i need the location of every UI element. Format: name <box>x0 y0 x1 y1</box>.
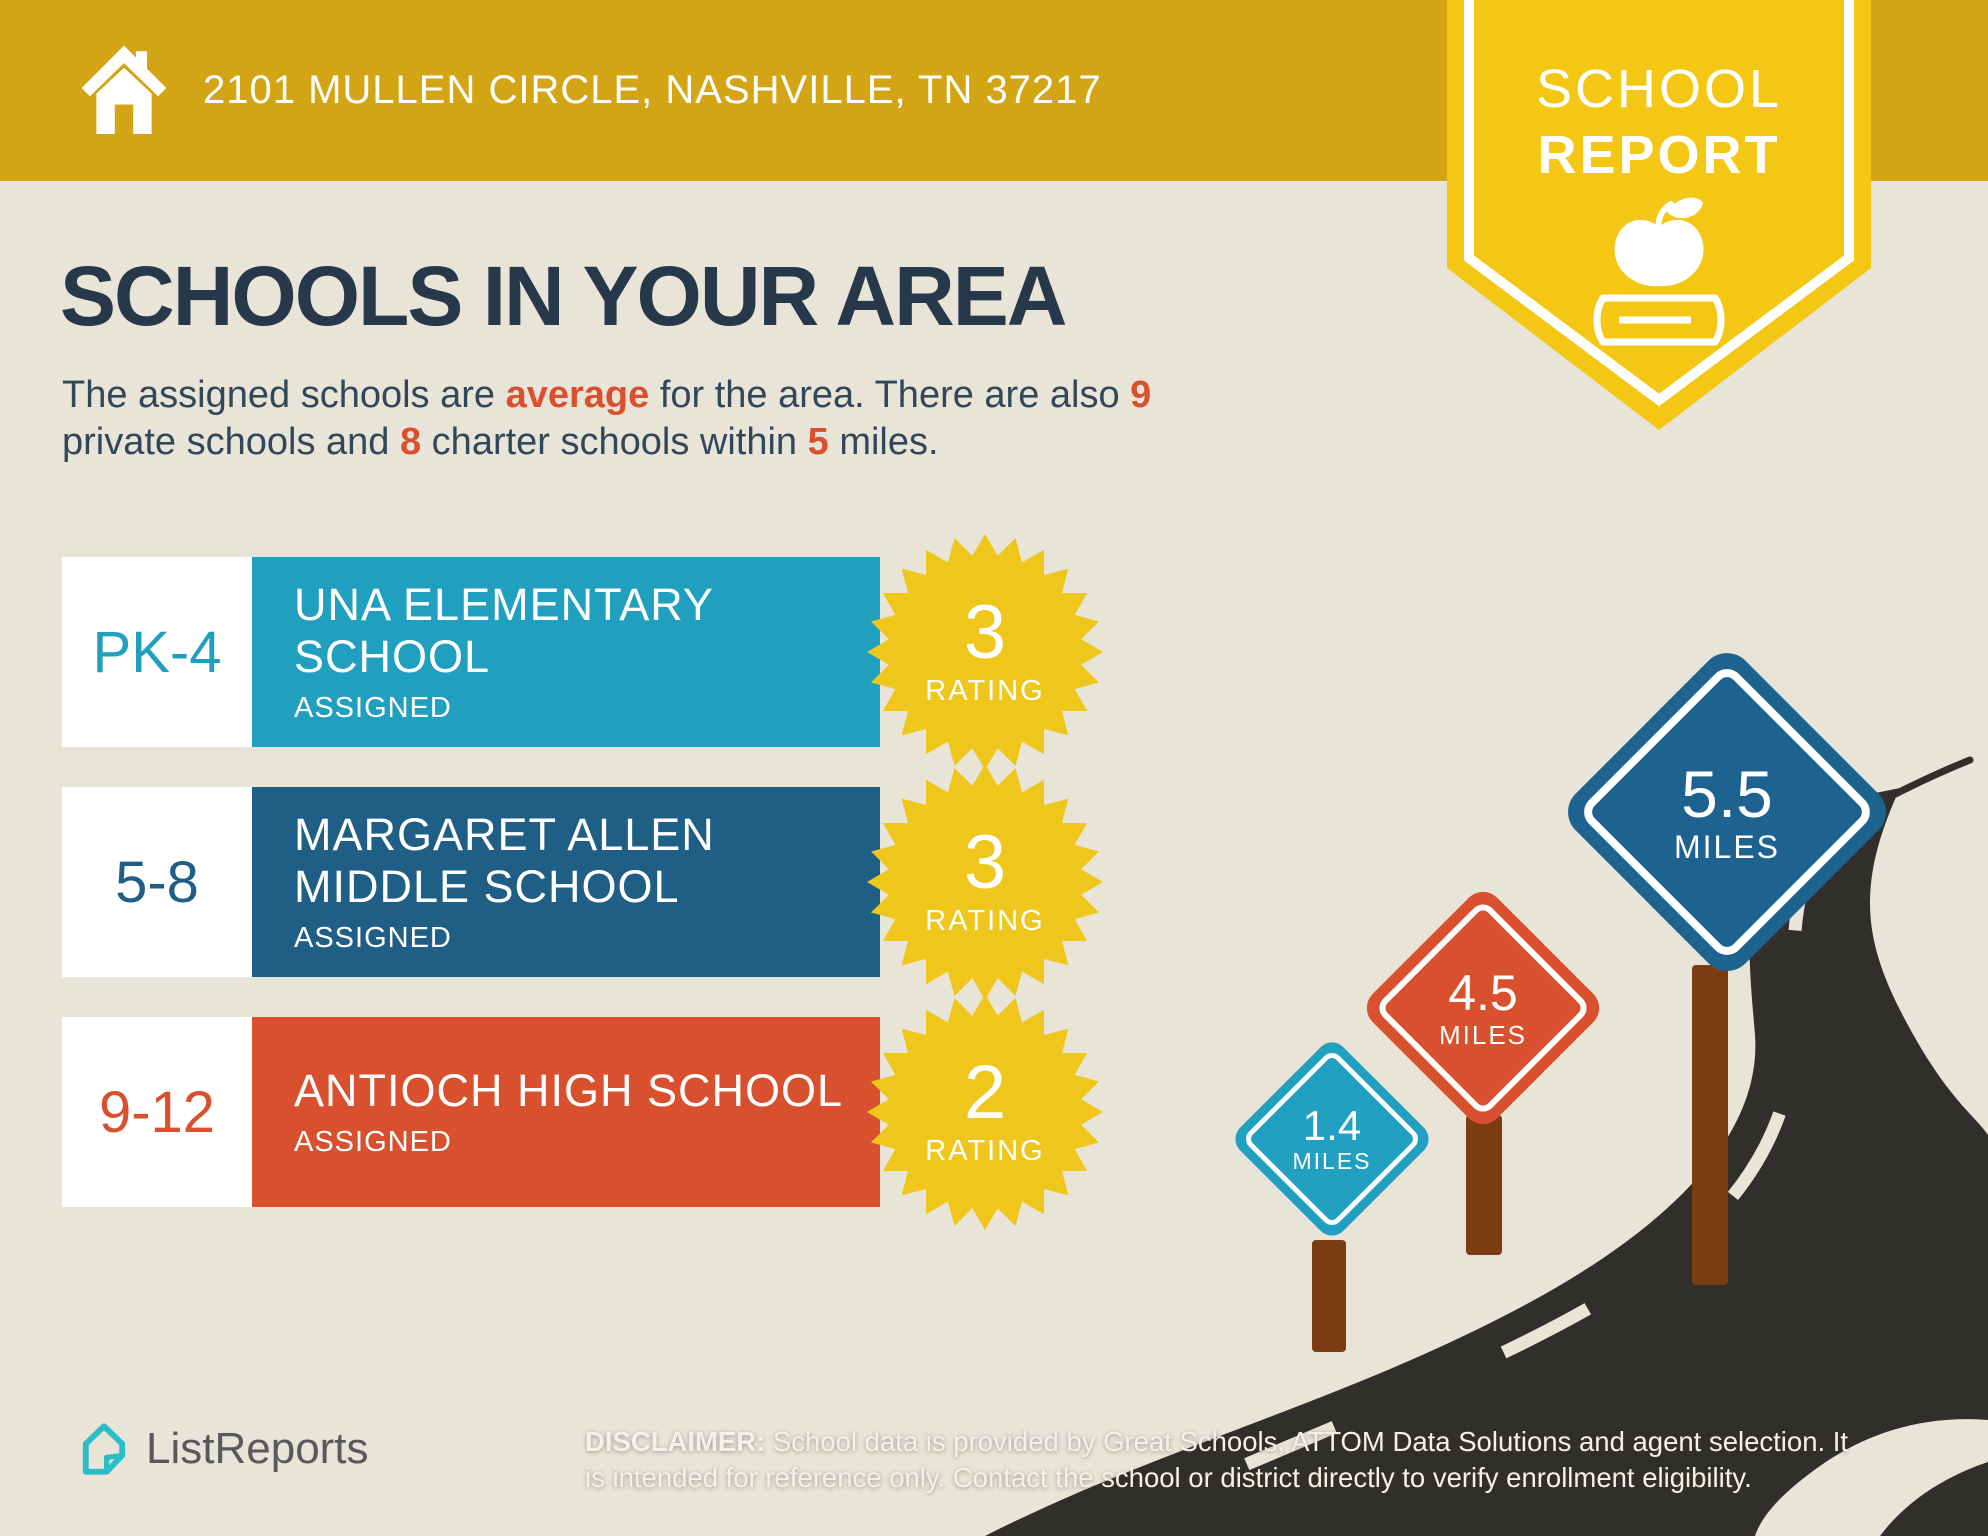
rating-value: 3 <box>963 819 1007 905</box>
grade-range: 5-8 <box>62 787 252 977</box>
school-name: ANTIOCH HIGH SCHOOL <box>294 1065 844 1116</box>
highlight-radius: 5 <box>807 421 829 463</box>
school-report-ribbon: SCHOOL REPORT <box>1447 0 1871 436</box>
sign-post-1-4 <box>1312 1240 1346 1352</box>
rating-value: 2 <box>963 1049 1007 1135</box>
sign-post-5-5 <box>1692 965 1728 1285</box>
distance-sign-5-5-miles: 5.5 MILES <box>1557 642 1897 982</box>
ribbon-text: SCHOOL REPORT <box>1447 58 1871 186</box>
road-corner-bend <box>1880 1462 1988 1536</box>
sign-distance-value: 4.5 <box>1448 964 1518 1021</box>
grade-range: 9-12 <box>62 1017 252 1207</box>
distance-sign-1-4-miles: 1.4 MILES <box>1228 1035 1436 1243</box>
disclaimer-line-2: is intended for reference only. Contact … <box>585 1462 1752 1493</box>
school-bar: ANTIOCH HIGH SCHOOL ASSIGNED <box>252 1017 880 1207</box>
grade-range: PK-4 <box>62 557 252 747</box>
ribbon-line-report: REPORT <box>1537 125 1781 185</box>
distance-sign-4-5-miles: 4.5 MILES <box>1358 883 1608 1133</box>
ribbon-shape <box>1447 0 1871 430</box>
disclaimer-line-1: DISCLAIMER: School data is provided by G… <box>585 1426 1849 1457</box>
rating-starburst <box>867 534 1103 770</box>
sign-distance-unit: MILES <box>1438 1019 1528 1050</box>
highlight-private-count: 9 <box>1130 374 1152 416</box>
property-address: 2101 MULLEN CIRCLE, NASHVILLE, TN 37217 <box>203 68 1102 112</box>
listreports-wordmark: ListReports <box>146 1424 369 1473</box>
school-status: ASSIGNED <box>294 922 452 954</box>
school-status: ASSIGNED <box>294 692 452 724</box>
school-bar: UNA ELEMENTARY SCHOOL ASSIGNED <box>252 557 880 747</box>
school-row-elementary: PK-4 UNA ELEMENTARY SCHOOL ASSIGNED 3 RA… <box>62 534 1105 770</box>
rating-badge: 3 RATING <box>867 534 1103 770</box>
sign-post-4-5 <box>1466 1115 1502 1255</box>
rating-starburst <box>867 994 1103 1230</box>
rating-badge: 2 RATING <box>867 994 1103 1230</box>
rating-starburst <box>867 764 1103 1000</box>
rating-badge: 3 RATING <box>867 764 1103 1000</box>
school-bar: MARGARET ALLEN MIDDLE SCHOOL ASSIGNED <box>252 787 880 977</box>
rating-label: RATING <box>925 1134 1045 1167</box>
listreports-house-icon <box>82 1423 126 1475</box>
rating-value: 3 <box>963 589 1007 675</box>
school-name: MARGARET ALLEN MIDDLE SCHOOL <box>294 809 715 912</box>
disclaimer-label: DISCLAIMER: <box>585 1426 766 1457</box>
apple-book-icon <box>1593 197 1725 346</box>
page-title: SCHOOLS IN YOUR AREA <box>60 249 1067 343</box>
school-status: ASSIGNED <box>294 1126 452 1158</box>
highlight-charter-count: 8 <box>399 421 422 463</box>
intro-line-1: The assigned schools are average for the… <box>62 374 1152 416</box>
listreports-logo: ListReports <box>78 1420 369 1478</box>
home-icon <box>81 45 167 134</box>
school-name: UNA ELEMENTARY SCHOOL <box>294 579 714 682</box>
intro-line-2: private schools and 8 charter schools wi… <box>62 421 939 463</box>
intro-paragraph: The assigned schools are average for the… <box>62 372 1151 466</box>
ribbon-line-school: SCHOOL <box>1535 59 1783 119</box>
sign-distance-value: 1.4 <box>1302 1101 1362 1149</box>
rating-label: RATING <box>925 904 1045 937</box>
sign-distance-value: 5.5 <box>1681 756 1773 831</box>
road-horizon-line <box>1868 756 1974 810</box>
rating-label: RATING <box>925 674 1045 707</box>
school-row-high: 9-12 ANTIOCH HIGH SCHOOL ASSIGNED 2 RATI… <box>62 994 1105 1230</box>
sign-distance-unit: MILES <box>1673 828 1781 865</box>
school-row-middle: 5-8 MARGARET ALLEN MIDDLE SCHOOL ASSIGNE… <box>62 764 1105 1000</box>
sign-distance-unit: MILES <box>1292 1147 1372 1174</box>
highlight-average: average <box>505 374 650 416</box>
disclaimer-text: DISCLAIMER: School data is provided by G… <box>585 1424 1848 1496</box>
